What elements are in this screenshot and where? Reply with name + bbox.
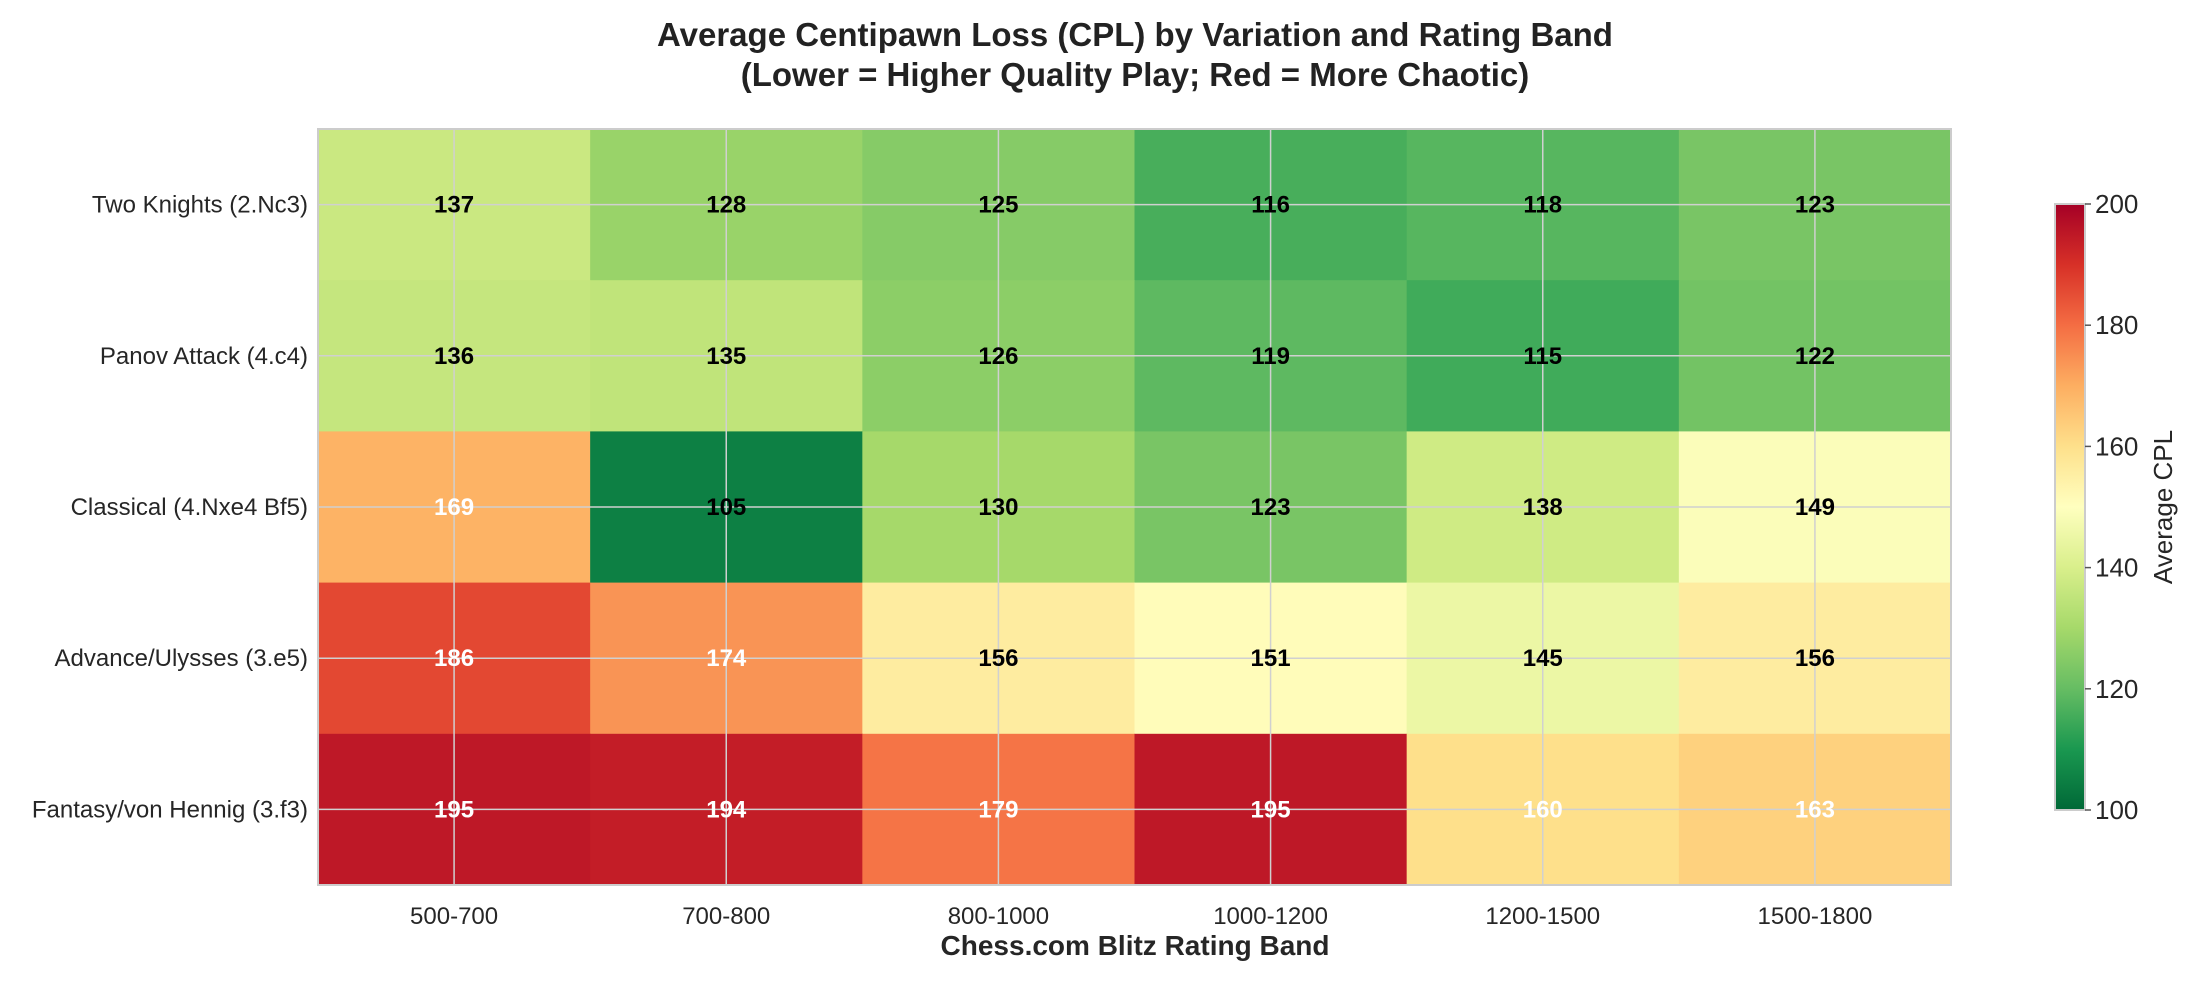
cell-value-label: 195 bbox=[434, 796, 474, 823]
cell-value-label: 186 bbox=[434, 645, 474, 672]
cell-value-label: 169 bbox=[434, 494, 474, 521]
cell-value-label: 123 bbox=[1251, 494, 1291, 521]
colorbar-tick-label: 200 bbox=[2095, 189, 2138, 219]
x-tick-label: 1000-1200 bbox=[1213, 903, 1328, 930]
cell-value-label: 145 bbox=[1523, 645, 1563, 672]
colorbar-tick-label: 120 bbox=[2095, 674, 2138, 704]
x-axis-label: Chess.com Blitz Rating Band bbox=[941, 930, 1330, 961]
cell-value-label: 135 bbox=[706, 343, 746, 370]
cell-value-label: 115 bbox=[1523, 343, 1562, 370]
colorbar-gradient bbox=[2054, 203, 2086, 811]
cell-value-label: 130 bbox=[978, 494, 1018, 521]
cell-value-label: 128 bbox=[706, 192, 746, 219]
chart-title: Average Centipawn Loss (CPL) by Variatio… bbox=[657, 16, 1613, 53]
cell-value-label: 149 bbox=[1795, 494, 1835, 521]
cell-value-label: 138 bbox=[1523, 494, 1563, 521]
cell-value-label: 174 bbox=[706, 645, 747, 672]
cell-value-label: 151 bbox=[1251, 645, 1291, 672]
colorbar: 100 120 140 160 180 200 Average CPL bbox=[2054, 189, 2178, 825]
cell-value-label: 163 bbox=[1795, 796, 1835, 823]
x-tick-labels: 500-700 700-800 800-1000 1000-1200 1200-1500… bbox=[410, 903, 1872, 930]
cell-value-label: 156 bbox=[1795, 645, 1835, 672]
cell-value-label: 125 bbox=[978, 192, 1018, 219]
y-tick-label: Advance/Ulysses (3.e5) bbox=[55, 645, 308, 672]
y-tick-labels: Two Knights (2.Nc3) Panov Attack (4.c4) Cl… bbox=[32, 192, 308, 824]
cell-value-label: 160 bbox=[1523, 796, 1563, 823]
cell-value-label: 195 bbox=[1251, 796, 1291, 823]
y-tick-label: Classical (4.Nxe4 Bf5) bbox=[71, 494, 308, 521]
cell-value-label: 137 bbox=[434, 192, 474, 219]
y-tick-label: Two Knights (2.Nc3) bbox=[92, 192, 308, 219]
y-tick-label: Fantasy/von Hennig (3.f3) bbox=[32, 796, 308, 823]
cell-value-label: 123 bbox=[1795, 192, 1835, 219]
colorbar-tick-label: 180 bbox=[2095, 310, 2138, 340]
cell-value-label: 118 bbox=[1523, 192, 1562, 219]
cell-value-label: 179 bbox=[978, 796, 1018, 823]
cell-value-label: 136 bbox=[434, 343, 474, 370]
cell-value-label: 156 bbox=[978, 645, 1018, 672]
cell-value-labels: 137 128 125 116 118 123 136 135 126 119 115 122 169 1… bbox=[434, 192, 1835, 824]
cell-value-label: 194 bbox=[706, 796, 747, 823]
grid-lines bbox=[318, 129, 1951, 885]
cell-value-label: 119 bbox=[1251, 343, 1290, 370]
colorbar-tick-label: 160 bbox=[2095, 431, 2138, 461]
x-tick-label: 500-700 bbox=[410, 903, 498, 930]
colorbar-tick-label: 140 bbox=[2095, 553, 2138, 583]
x-tick-label: 800-1000 bbox=[948, 903, 1049, 930]
y-tick-label: Panov Attack (4.c4) bbox=[100, 343, 308, 370]
cell-value-label: 126 bbox=[978, 343, 1018, 370]
cell-value-label: 116 bbox=[1251, 192, 1290, 219]
colorbar-tick-label: 100 bbox=[2095, 795, 2138, 825]
x-tick-label: 700-800 bbox=[682, 903, 770, 930]
x-tick-label: 1500-1800 bbox=[1758, 903, 1873, 930]
chart-subtitle: (Lower = Higher Quality Play; Red = More… bbox=[741, 56, 1530, 93]
colorbar-label: Average CPL bbox=[2148, 430, 2178, 584]
x-tick-label: 1200-1500 bbox=[1485, 903, 1600, 930]
plot-border bbox=[317, 128, 1952, 886]
cell-value-label: 105 bbox=[706, 494, 746, 521]
cell-value-label: 122 bbox=[1795, 343, 1835, 370]
